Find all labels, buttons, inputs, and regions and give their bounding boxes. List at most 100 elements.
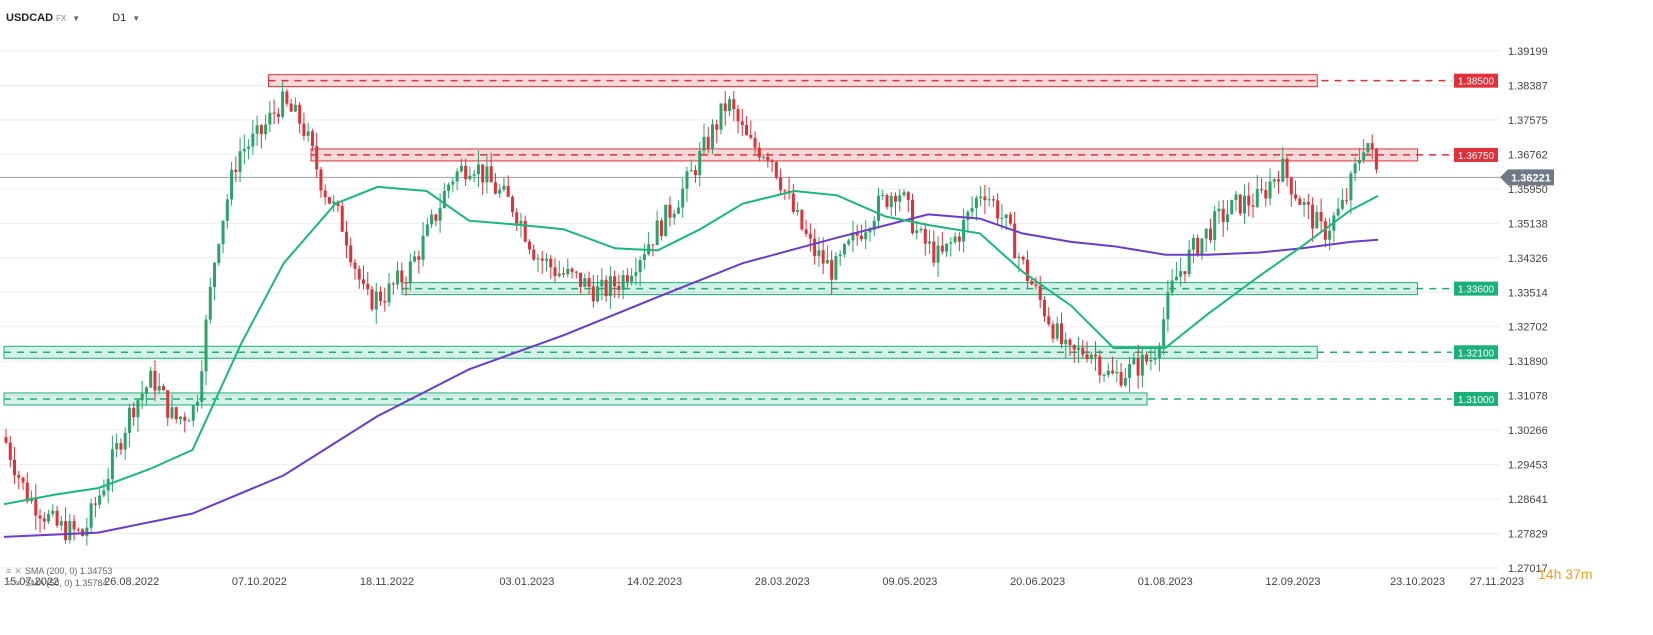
candle-body [76, 529, 80, 531]
legend-row-sma200[interactable]: ≡ ✕ SMA (200, 0) 1.34753 [6, 565, 112, 577]
candle-body [953, 236, 957, 243]
candle-body [991, 199, 995, 201]
candle-body [1017, 256, 1021, 259]
candle-body [634, 272, 638, 276]
candle-body [1242, 195, 1246, 214]
candle-body [1247, 195, 1251, 206]
candle-body [1255, 189, 1259, 207]
candle-body [719, 103, 723, 130]
candle-body [1013, 223, 1017, 259]
candle-body [600, 279, 604, 287]
candle-body [510, 196, 514, 213]
candle-body [983, 196, 987, 201]
candle-body [421, 235, 425, 260]
y-tick-label: 1.35950 [1508, 184, 1548, 196]
candle-body [1366, 143, 1370, 153]
candle-body [25, 482, 29, 502]
candle-body [200, 371, 204, 402]
candle-body [723, 103, 727, 112]
candle-body [362, 279, 366, 284]
candle-body [379, 291, 383, 302]
candle-body [327, 197, 331, 204]
level-tag [1454, 73, 1498, 88]
candle-body [1068, 339, 1072, 346]
candle-body [902, 192, 906, 196]
candle-body [715, 124, 719, 130]
candle-body [732, 99, 736, 110]
legend-row-sma50[interactable]: ≡ ✕ SMA (50, 0) 1.35784 [6, 577, 112, 589]
candle-body [681, 188, 685, 208]
candle-body [1157, 346, 1161, 359]
candle-body [1353, 163, 1357, 174]
candle-body [38, 515, 42, 519]
candle-body [485, 166, 489, 183]
candle-body [1047, 316, 1051, 325]
candle-body [42, 518, 46, 522]
candle-body [174, 407, 178, 420]
y-tick-label: 1.37575 [1508, 115, 1548, 127]
candle-body [557, 273, 561, 277]
candle-body [702, 136, 706, 151]
candle-body [532, 249, 536, 260]
y-tick-label: 1.31078 [1508, 391, 1548, 403]
list-icon[interactable]: ≡ [6, 578, 12, 588]
timer-hours: 14h [1538, 566, 1562, 582]
y-tick-label: 1.30266 [1508, 425, 1548, 437]
y-tick-label: 1.32702 [1508, 322, 1548, 334]
chevron-down-icon[interactable]: ▼ [132, 13, 141, 23]
candle-body [689, 170, 693, 172]
candle-body [817, 250, 821, 257]
candle-body [851, 232, 855, 241]
candle-body [1183, 271, 1187, 275]
candle-body [391, 283, 395, 285]
candle-body [1038, 285, 1042, 300]
candle-body [191, 405, 195, 421]
symbol-label[interactable]: USDCAD [6, 12, 54, 24]
candle-body [374, 291, 378, 310]
level-tag-label: 1.38500 [1458, 77, 1495, 88]
candle-body [881, 195, 885, 197]
candle-body [127, 407, 131, 433]
candle-body [204, 319, 208, 372]
candle-body [161, 386, 165, 391]
candle-body [617, 286, 621, 290]
list-icon[interactable]: ≡ [6, 566, 12, 576]
candle-body [340, 206, 344, 232]
candle-body [459, 165, 463, 172]
candle-body [8, 442, 12, 460]
candle-body [1187, 249, 1191, 275]
candle-body [519, 220, 523, 224]
candle-body [302, 123, 306, 136]
candle-body [1021, 256, 1025, 260]
candle-body [1166, 292, 1170, 320]
candle-body [234, 169, 238, 172]
candle-body [698, 150, 702, 176]
close-icon[interactable]: ✕ [14, 566, 22, 576]
candle-body [1098, 356, 1102, 376]
candle-body [1260, 189, 1264, 191]
candle-body [825, 259, 829, 264]
x-tick-label: 23.10.2023 [1390, 576, 1445, 588]
legend-label: SMA (200, 0) 1.34753 [24, 566, 113, 576]
candle-body [1153, 358, 1157, 360]
x-tick-label: 20.06.2023 [1010, 576, 1065, 588]
close-icon[interactable]: ✕ [14, 578, 22, 588]
candle-body [1302, 201, 1306, 205]
candle-body [281, 91, 285, 117]
candle-body [1140, 354, 1144, 376]
chevron-down-icon[interactable]: ▼ [72, 13, 81, 23]
candle-body [506, 185, 510, 197]
candle-body [545, 258, 549, 261]
candle-body [149, 370, 153, 388]
candle-body [800, 210, 804, 230]
candle-body [332, 201, 336, 204]
timeframe-label[interactable]: D1 [112, 12, 127, 24]
candle-body [170, 407, 174, 418]
timer-minutes: 37m [1565, 566, 1593, 582]
level-tag [1454, 147, 1498, 162]
current-price-label: 1.36221 [1511, 172, 1551, 184]
candle-body [527, 241, 531, 250]
candle-body [489, 166, 493, 183]
